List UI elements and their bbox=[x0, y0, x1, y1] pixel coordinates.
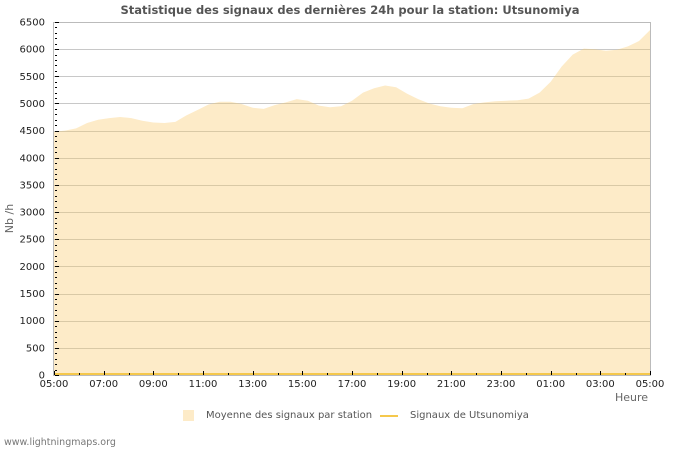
legend-item-station[interactable]: Signaux de Utsunomiya bbox=[380, 410, 529, 421]
legend-swatch-line-icon bbox=[380, 414, 398, 417]
x-tick-label: 13:00 bbox=[238, 379, 267, 390]
footer-credit: www.lightningmaps.org bbox=[4, 437, 116, 448]
y-tick-label: 1000 bbox=[20, 316, 45, 327]
x-tick-label: 15:00 bbox=[288, 379, 317, 390]
y-tick-label: 1500 bbox=[20, 289, 45, 300]
x-tick-label: 05:00 bbox=[636, 379, 665, 390]
x-tick-label: 03:00 bbox=[586, 379, 615, 390]
chart-title: Statistique des signaux des dernières 24… bbox=[120, 3, 580, 17]
x-tick-label: 09:00 bbox=[139, 379, 168, 390]
x-tick-label: 07:00 bbox=[89, 379, 118, 390]
x-tick-label: 05:00 bbox=[40, 379, 69, 390]
legend-item-average[interactable]: Moyenne des signaux par station bbox=[183, 410, 372, 421]
x-tick-label: 19:00 bbox=[387, 379, 416, 390]
y-tick-label: 5000 bbox=[20, 99, 45, 110]
x-axis-title: Heure bbox=[615, 391, 648, 404]
chart-legend: Moyenne des signaux par station Signaux … bbox=[0, 410, 700, 428]
y-tick-label: 0 bbox=[39, 371, 45, 382]
legend-label-average: Moyenne des signaux par station bbox=[206, 410, 373, 421]
y-tick-label: 3500 bbox=[20, 180, 45, 191]
legend-swatch-area-icon bbox=[183, 410, 194, 421]
y-tick-label: 2500 bbox=[20, 235, 45, 246]
y-tick-label: 5500 bbox=[20, 72, 45, 83]
y-axis-title: Nb /h bbox=[3, 204, 16, 233]
x-tick-label: 23:00 bbox=[487, 379, 516, 390]
y-tick-label: 4000 bbox=[20, 153, 45, 164]
y-tick-label: 6000 bbox=[20, 45, 45, 56]
x-tick-label: 11:00 bbox=[189, 379, 218, 390]
x-tick-label: 21:00 bbox=[437, 379, 466, 390]
y-tick-label: 4500 bbox=[20, 126, 45, 137]
legend-label-station: Signaux de Utsunomiya bbox=[410, 410, 529, 421]
y-tick-label: 500 bbox=[26, 343, 45, 354]
y-tick-label: 2000 bbox=[20, 262, 45, 273]
average-area-series bbox=[54, 30, 650, 375]
y-tick-label: 3000 bbox=[20, 208, 45, 219]
y-tick-label: 6500 bbox=[20, 18, 45, 29]
x-tick-label: 01:00 bbox=[536, 379, 565, 390]
x-tick-label: 17:00 bbox=[338, 379, 367, 390]
chart-plot: 0 500 1000 1500 2000 2500 3000 3500 4000 4500 5000… bbox=[3, 18, 665, 405]
